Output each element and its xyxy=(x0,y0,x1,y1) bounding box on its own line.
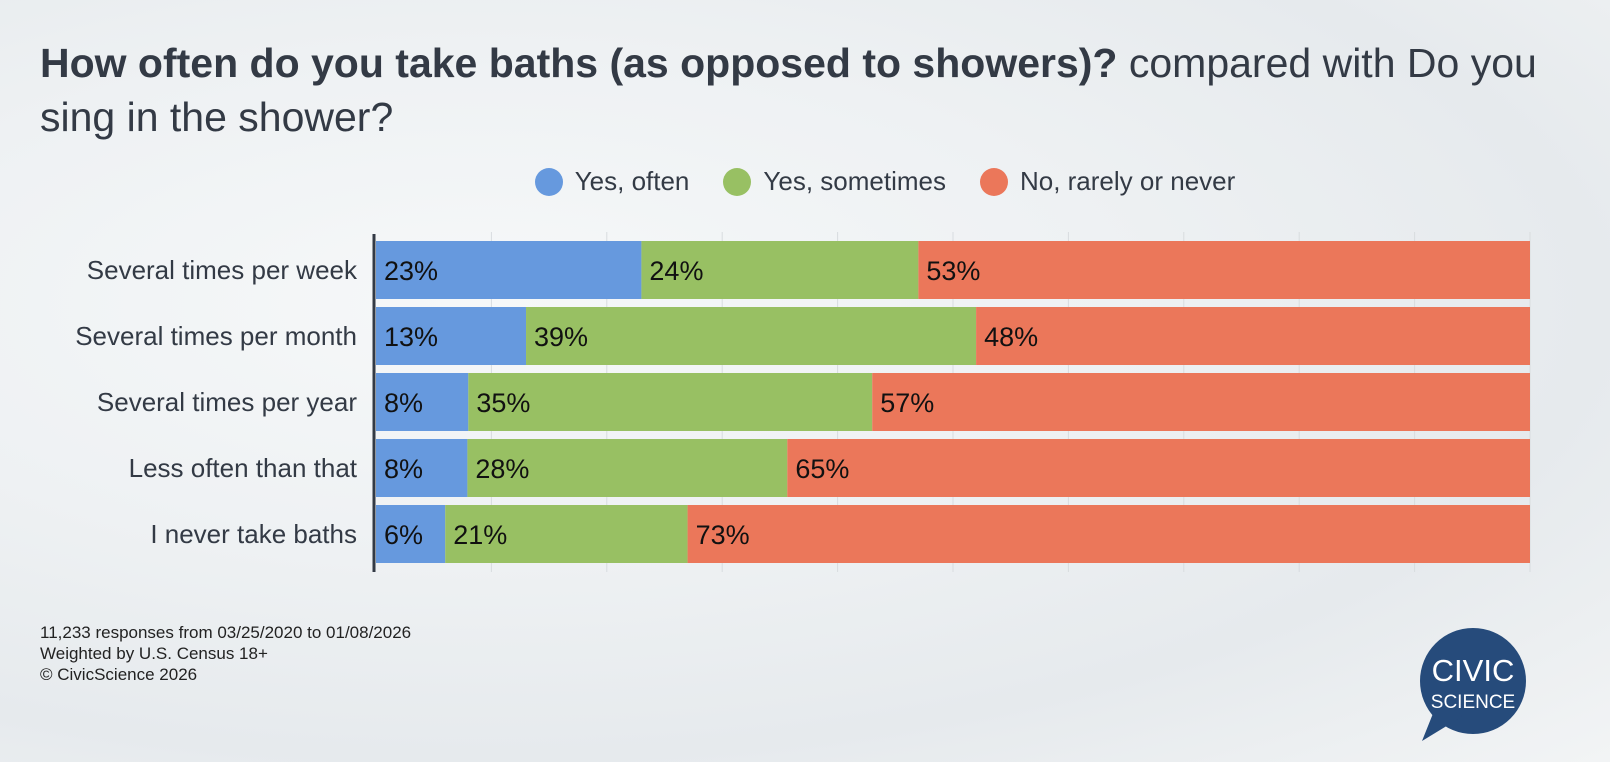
category-label: Several times per week xyxy=(87,255,358,285)
bar-segment xyxy=(376,307,527,365)
title-question: How often do you take baths (as opposed … xyxy=(40,40,1118,86)
bar-segment xyxy=(787,439,1530,497)
data-label: 53% xyxy=(926,256,980,286)
footer-weighting: Weighted by U.S. Census 18+ xyxy=(40,644,268,663)
bar-segment xyxy=(872,373,1530,431)
legend-swatch xyxy=(979,167,1008,196)
data-label: 8% xyxy=(384,454,423,484)
chart-title: How often do you take baths (as opposed … xyxy=(40,36,1560,144)
svg-text:SCIENCE: SCIENCE xyxy=(1431,692,1515,713)
bar-segment xyxy=(468,373,873,431)
data-label: 21% xyxy=(453,520,507,550)
data-label: 39% xyxy=(534,322,588,352)
legend-label: Yes, sometimes xyxy=(763,166,946,196)
data-label: 8% xyxy=(384,388,423,418)
bar-segment xyxy=(687,505,1530,563)
data-label: 48% xyxy=(984,322,1038,352)
category-label: Less often than that xyxy=(129,453,358,483)
legend-item-sometimes: Yes, sometimes xyxy=(723,166,946,197)
civicscience-logo: CIVIC SCIENCE xyxy=(1420,628,1526,741)
legend-item-never: No, rarely or never xyxy=(979,166,1236,197)
data-label: 28% xyxy=(475,454,529,484)
category-label: I never take baths xyxy=(150,519,357,549)
bar-segment xyxy=(918,241,1530,299)
bar-segment xyxy=(641,241,919,299)
data-label: 23% xyxy=(384,256,438,286)
legend-swatch xyxy=(723,167,752,196)
bar-segment xyxy=(376,373,469,431)
footer-notes: 11,233 responses from 03/25/2020 to 01/0… xyxy=(40,622,411,685)
category-label: Several times per year xyxy=(97,387,357,417)
bar-segment xyxy=(445,505,688,563)
legend-item-often: Yes, often xyxy=(534,166,690,197)
footer-responses: 11,233 responses from 03/25/2020 to 01/0… xyxy=(40,623,412,642)
bar-segment xyxy=(976,307,1530,365)
bar-segment xyxy=(526,307,977,365)
data-label: 73% xyxy=(696,520,750,550)
legend-label: Yes, often xyxy=(574,166,690,196)
data-label: 13% xyxy=(384,322,438,352)
bar-segment xyxy=(376,241,642,299)
legend-label: No, rarely or never xyxy=(1019,166,1236,196)
legend-swatch xyxy=(534,167,563,196)
data-label: 24% xyxy=(649,256,703,286)
bar-segment xyxy=(376,439,468,497)
title-comparison: compared with Do you sing in the shower? xyxy=(40,40,1537,140)
legend: Yes, often Yes, sometimes No, rarely or … xyxy=(0,166,1610,197)
svg-text:CIVIC: CIVIC xyxy=(1432,653,1515,688)
data-label: 6% xyxy=(384,520,423,550)
bar-segment xyxy=(467,439,788,497)
bar-segment xyxy=(376,505,446,563)
footer-copyright: © CivicScience 2026 xyxy=(40,665,198,684)
data-label: 65% xyxy=(795,454,849,484)
data-label: 57% xyxy=(880,388,934,418)
category-label: Several times per month xyxy=(75,321,357,351)
data-label: 35% xyxy=(476,388,530,418)
